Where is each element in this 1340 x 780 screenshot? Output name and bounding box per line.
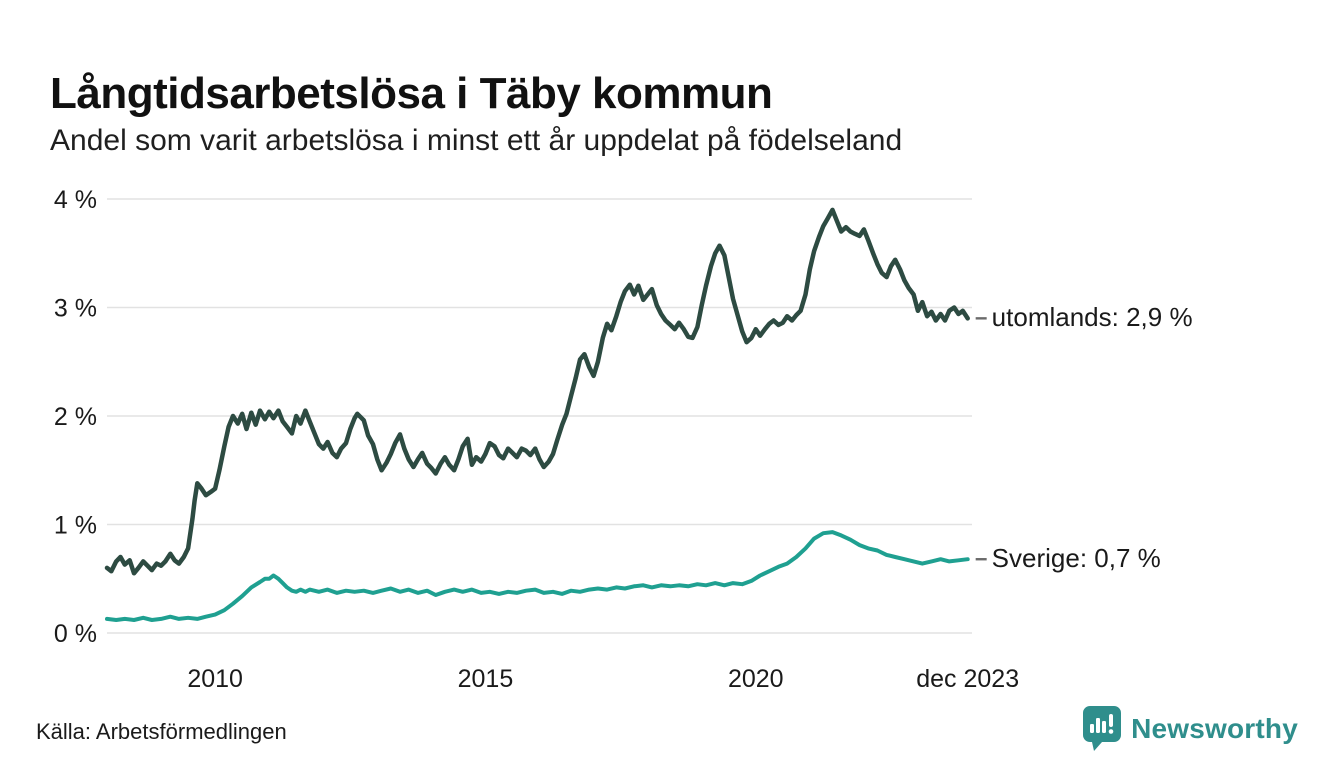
source-note: Källa: Arbetsförmedlingen (36, 719, 287, 744)
x-tick-label: 2020 (728, 665, 784, 693)
x-tick-label: 2015 (458, 665, 514, 693)
y-tick-label: 1 % (54, 512, 97, 540)
y-tick-label: 4 % (54, 186, 97, 214)
series-end-label-utomlands: utomlands: 2,9 % (991, 302, 1193, 333)
y-tick-label: 0 % (54, 620, 97, 648)
series-line-sverige (105, 530, 970, 622)
x-tick-label: dec 2023 (916, 665, 1019, 693)
newsworthy-bubble-chart-icon (1083, 706, 1122, 751)
newsworthy-wordmark: Newsworthy (1131, 712, 1298, 744)
y-tick-label: 2 % (54, 403, 97, 431)
y-tick-label: 3 % (54, 295, 97, 323)
x-tick-label: 2010 (187, 665, 243, 693)
chart-subtitle: Andel som varit arbetslösa i minst ett å… (50, 124, 903, 157)
chart-title: Långtidsarbetslösa i Täby kommun (50, 69, 773, 119)
series-line-utomlands (104, 207, 970, 576)
series-end-label-sverige: Sverige: 0,7 % (991, 543, 1161, 574)
newsworthy-logo: Newsworthy (1082, 705, 1298, 752)
